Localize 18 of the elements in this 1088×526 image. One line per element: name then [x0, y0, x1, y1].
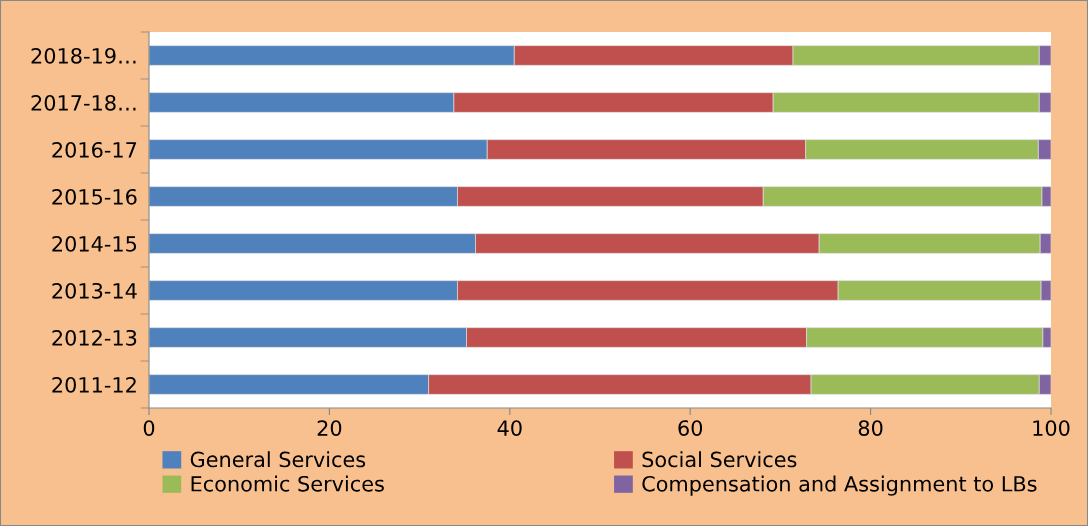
legend-label: Social Services: [642, 451, 797, 468]
legend-label: General Services: [190, 451, 366, 468]
y-tick-label: 2015-16: [52, 188, 137, 205]
legend-label: Economic Services: [191, 475, 384, 492]
x-tick-label: 0: [143, 420, 155, 436]
x-tick-label: 80: [858, 420, 883, 436]
y-tick-label: 2013-14: [52, 282, 137, 299]
legend-label: Compensation and Assignment to LBs: [642, 475, 1037, 496]
y-tick-label: 2012-13: [52, 329, 137, 346]
y-tick-label: 2016-17: [52, 141, 137, 158]
x-tick-label: 40: [497, 420, 522, 436]
y-tick-label: 2017-18…: [31, 94, 136, 111]
y-tick-label: 2018-19…: [31, 47, 136, 64]
x-tick-label: 60: [678, 420, 703, 436]
y-tick-label: 2011-12: [52, 376, 136, 393]
y-tick-label: 2014-15: [52, 235, 137, 252]
x-tick-label: 20: [317, 420, 342, 436]
x-tick-label: 100: [1033, 420, 1070, 436]
